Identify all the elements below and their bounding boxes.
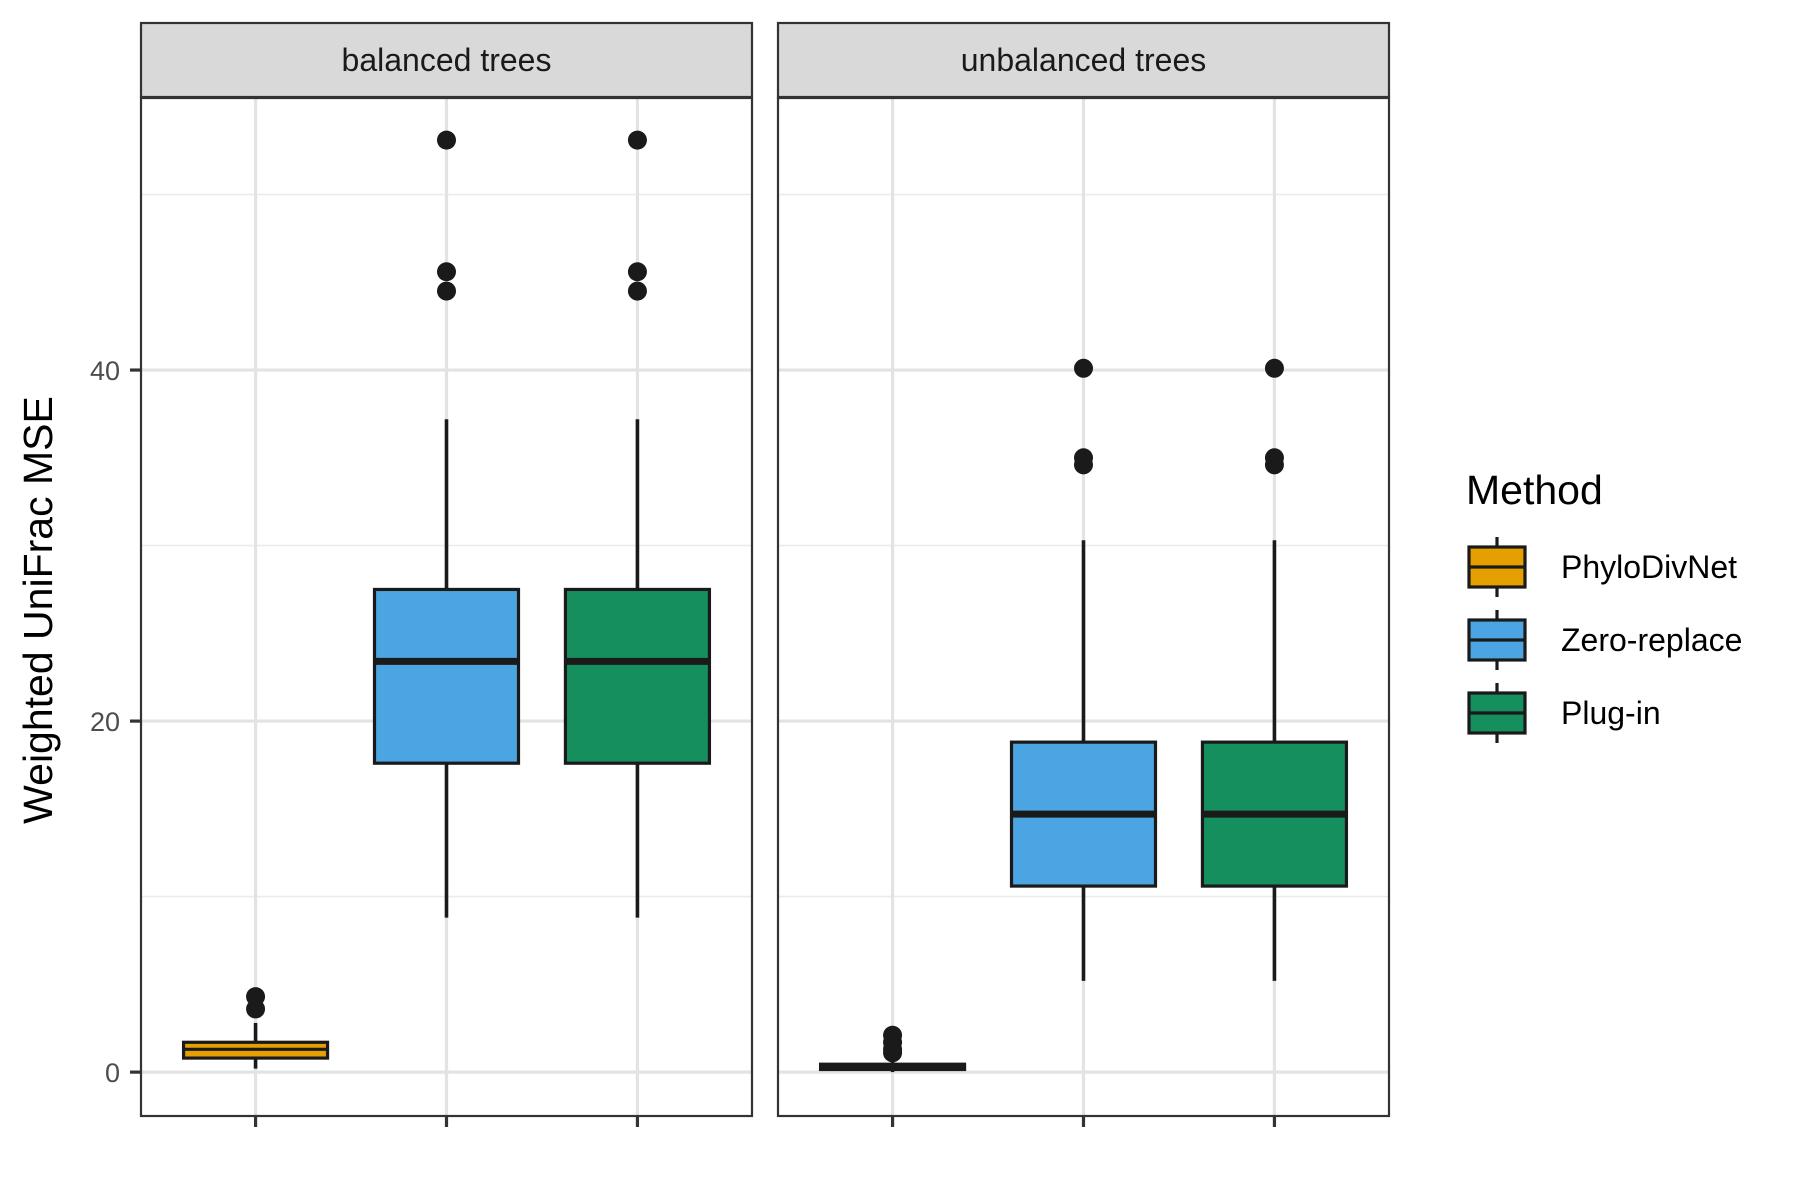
y-tick-label: 40	[90, 356, 120, 386]
outlier-point	[437, 130, 456, 150]
legend-item-zero-replace: Zero-replace	[1467, 610, 1742, 670]
legend-item-plug-in: Plug-in	[1467, 683, 1661, 743]
outlier-point	[1074, 358, 1093, 378]
legend-label: PhyloDivNet	[1561, 549, 1737, 585]
panel-1: unbalanced trees	[776, 21, 1391, 1127]
strip-background	[776, 21, 1391, 99]
outlier-point	[627, 281, 647, 301]
y-tick-label: 20	[90, 707, 120, 737]
panel-0: balanced trees	[139, 21, 754, 1127]
box-zero-replace	[1009, 358, 1158, 981]
outlier-point	[1264, 448, 1284, 468]
y-axis-label: Weighted UniFrac MSE	[15, 396, 61, 824]
outlier-point	[1264, 358, 1284, 378]
strip-label: unbalanced trees	[961, 42, 1207, 78]
box-phylodivnet	[181, 987, 330, 1069]
legend-title: Method	[1466, 467, 1603, 513]
legend: Method PhyloDivNet Zero-replace Plug-in	[1466, 467, 1742, 743]
box-zero-replace	[372, 130, 521, 918]
outlier-point	[627, 262, 647, 282]
outlier-point	[246, 987, 266, 1007]
legend-label: Plug-in	[1561, 695, 1661, 731]
strip-background	[139, 21, 754, 99]
outlier-point	[437, 262, 456, 282]
outlier-point	[437, 281, 456, 301]
box-phylodivnet	[818, 1025, 967, 1073]
outlier-point	[883, 1025, 903, 1045]
panels-layer: balanced trees unbalanced trees	[139, 21, 1391, 1127]
outlier-point	[1074, 448, 1093, 468]
box-iqr	[563, 587, 712, 765]
y-tick-label: 0	[105, 1058, 120, 1088]
legend-item-phylodivnet: PhyloDivNet	[1467, 537, 1737, 597]
y-axis: 0 20 40	[90, 356, 141, 1088]
box-iqr	[372, 587, 521, 765]
legend-label: Zero-replace	[1561, 622, 1742, 658]
box-plug-in	[1200, 358, 1349, 981]
strip-label: balanced trees	[342, 42, 552, 78]
outlier-point	[627, 130, 647, 150]
box-plug-in	[563, 130, 712, 918]
